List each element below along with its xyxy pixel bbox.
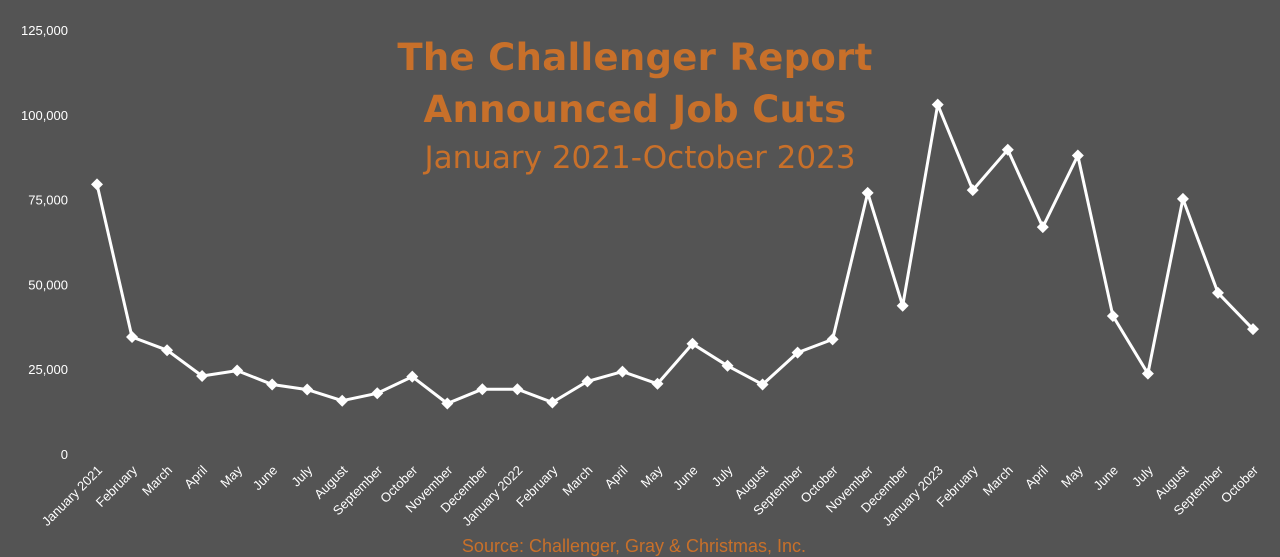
series-line <box>95 103 1255 405</box>
chart-title-line-1: The Challenger Report <box>397 36 873 79</box>
source-note: Source: Challenger, Gray & Christmas, In… <box>461 536 807 556</box>
x-tick-label: May <box>1058 462 1086 490</box>
data-point-marker <box>966 184 979 197</box>
data-point-marker <box>1211 286 1224 299</box>
data-point-marker <box>616 365 629 378</box>
data-point-marker <box>931 98 944 111</box>
x-tick-label: October <box>1218 462 1262 506</box>
x-tick-label: May <box>217 462 245 490</box>
data-point-marker <box>791 346 804 359</box>
data-point-marker <box>546 396 559 409</box>
data-point-marker <box>406 370 419 383</box>
x-tick-label: May <box>638 462 666 490</box>
data-point-marker <box>371 387 384 400</box>
data-point-marker <box>581 375 594 388</box>
data-point-marker <box>91 178 103 191</box>
data-point-marker <box>721 359 734 372</box>
data-point-marker <box>756 378 769 391</box>
data-point-marker <box>1071 149 1084 162</box>
y-tick-label: 25,000 <box>28 362 68 377</box>
x-tick-label: March <box>980 463 1016 499</box>
data-point-marker <box>126 330 139 343</box>
x-tick-label: June <box>670 463 701 494</box>
x-tick-label: April <box>602 462 631 491</box>
x-tick-label: March <box>559 463 595 499</box>
x-tick-label: March <box>139 463 175 499</box>
data-point-marker <box>266 378 279 391</box>
data-point-marker <box>1176 192 1189 205</box>
data-point-marker <box>1001 143 1014 156</box>
y-tick-label: 75,000 <box>28 193 68 208</box>
data-point-marker <box>196 369 209 382</box>
x-tick-label: June <box>250 463 281 494</box>
data-point-marker <box>231 364 244 377</box>
y-tick-label: 50,000 <box>28 277 68 292</box>
y-tick-label: 125,000 <box>21 23 68 38</box>
x-tick-label: July <box>709 462 736 489</box>
x-tick-label: July <box>1129 462 1156 489</box>
x-tick-label: July <box>288 462 315 489</box>
x-tick-label: April <box>181 462 210 491</box>
x-tick-label: June <box>1090 463 1121 494</box>
x-tick-label: April <box>1022 462 1051 491</box>
data-point-marker <box>686 337 699 350</box>
data-point-marker <box>1106 309 1119 322</box>
data-point-marker <box>1141 367 1154 380</box>
chart-subtitle: January 2021-October 2023 <box>424 140 856 176</box>
data-point-marker <box>896 299 909 312</box>
data-point-marker <box>826 333 839 346</box>
data-point-marker <box>1247 323 1259 336</box>
data-point-marker <box>301 383 314 396</box>
data-point-marker <box>511 383 524 396</box>
y-tick-label: 0 <box>61 447 68 462</box>
data-point-marker <box>336 394 349 407</box>
data-point-marker <box>476 383 489 396</box>
data-point-marker <box>161 344 174 357</box>
data-point-marker <box>651 377 664 390</box>
data-point-marker <box>861 186 874 199</box>
data-point-marker <box>1036 221 1049 234</box>
y-tick-label: 100,000 <box>21 108 68 123</box>
chart-title-line-2: Announced Job Cuts <box>423 88 847 131</box>
data-point-marker <box>441 397 454 410</box>
